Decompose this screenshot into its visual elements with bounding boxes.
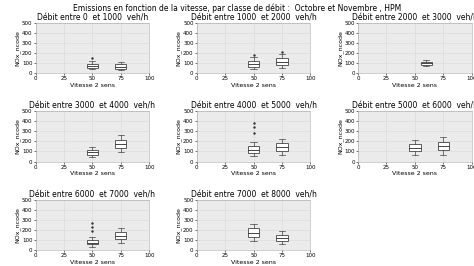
Text: Emissions en fonction de la vitesse, par classe de débit :  Octobre et Novembre : Emissions en fonction de la vitesse, par… bbox=[73, 4, 401, 14]
Y-axis label: NOx_ncode: NOx_ncode bbox=[176, 30, 182, 66]
Bar bbox=[248, 61, 259, 66]
Y-axis label: NOx_ncode: NOx_ncode bbox=[15, 118, 20, 154]
X-axis label: Vitesse 2 sens: Vitesse 2 sens bbox=[70, 260, 115, 265]
Title: Débit entre 1000  et 2000  veh/h: Débit entre 1000 et 2000 veh/h bbox=[191, 14, 317, 23]
Bar bbox=[87, 150, 98, 155]
Bar bbox=[87, 240, 98, 244]
X-axis label: Vitesse 2 sens: Vitesse 2 sens bbox=[392, 171, 438, 176]
Bar bbox=[276, 58, 288, 65]
Title: Débit entre 4000  et 5000  veh/h: Débit entre 4000 et 5000 veh/h bbox=[191, 102, 317, 111]
Bar bbox=[409, 144, 420, 152]
Y-axis label: NOx_ncode: NOx_ncode bbox=[15, 30, 20, 66]
X-axis label: Vitesse 2 sens: Vitesse 2 sens bbox=[70, 171, 115, 176]
Bar bbox=[115, 64, 127, 69]
X-axis label: Vitesse 2 sens: Vitesse 2 sens bbox=[231, 83, 276, 88]
X-axis label: Vitesse 2 sens: Vitesse 2 sens bbox=[70, 83, 115, 88]
Title: Débit entre 0  et 1000  veh/h: Débit entre 0 et 1000 veh/h bbox=[36, 14, 148, 23]
X-axis label: Vitesse 2 sens: Vitesse 2 sens bbox=[231, 260, 276, 265]
Title: Débit entre 5000  et 6000  veh/h: Débit entre 5000 et 6000 veh/h bbox=[352, 102, 474, 111]
Bar bbox=[115, 232, 127, 239]
X-axis label: Vitesse 2 sens: Vitesse 2 sens bbox=[231, 171, 276, 176]
Bar bbox=[438, 142, 449, 151]
Y-axis label: NOx_ncode: NOx_ncode bbox=[15, 207, 20, 243]
Y-axis label: NOx_ncode: NOx_ncode bbox=[176, 118, 182, 154]
Bar bbox=[248, 228, 259, 237]
Y-axis label: NOx_ncode: NOx_ncode bbox=[176, 207, 182, 243]
X-axis label: Vitesse 2 sens: Vitesse 2 sens bbox=[392, 83, 438, 88]
Bar bbox=[87, 64, 98, 68]
Bar bbox=[420, 61, 432, 65]
Bar bbox=[115, 140, 127, 148]
Title: Débit entre 3000  et 4000  veh/h: Débit entre 3000 et 4000 veh/h bbox=[29, 102, 155, 111]
Title: Débit entre 7000  et 8000  veh/h: Débit entre 7000 et 8000 veh/h bbox=[191, 190, 317, 200]
Title: Débit entre 6000  et 7000  veh/h: Débit entre 6000 et 7000 veh/h bbox=[29, 190, 155, 200]
Y-axis label: NOx_ncode: NOx_ncode bbox=[337, 118, 343, 154]
Y-axis label: NOx_ncode: NOx_ncode bbox=[337, 30, 343, 66]
Title: Débit entre 2000  et 3000  veh/h: Débit entre 2000 et 3000 veh/h bbox=[352, 14, 474, 23]
Bar bbox=[248, 146, 259, 153]
Bar bbox=[276, 143, 288, 152]
Bar bbox=[276, 235, 288, 241]
